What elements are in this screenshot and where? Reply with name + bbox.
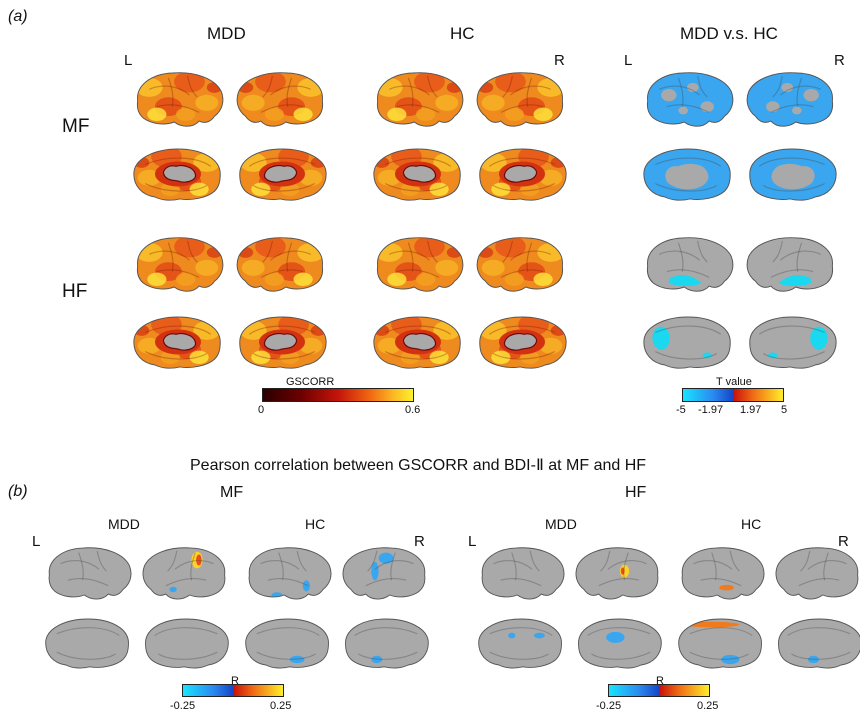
brain-a-c2-r0-left-medial bbox=[643, 148, 731, 201]
brain-b-set0-left-medial bbox=[45, 618, 129, 669]
section-header-mf: MF bbox=[220, 484, 244, 501]
brain-a-c1-r0-right-medial bbox=[479, 148, 567, 201]
tvalue-tick-neg197: -1.97 bbox=[698, 404, 724, 416]
gscorr-colorbar-max: 0.6 bbox=[405, 404, 421, 416]
hf-group-hc: HC bbox=[741, 516, 762, 532]
brain-a-c0-r0-right-medial bbox=[239, 148, 327, 201]
brain-a-c0-r1-left-medial bbox=[133, 316, 221, 369]
brain-b-set3-right-lateral bbox=[775, 547, 859, 600]
gscorr-colorbar-title: GSCORR bbox=[286, 376, 335, 388]
brain-a-c2-r1-left-lateral bbox=[646, 237, 734, 292]
brain-a-c2-r0-right-medial bbox=[749, 148, 837, 201]
panel-b-title: Pearson correlation between GSCORR and B… bbox=[190, 457, 647, 474]
mf-hemisphere-right: R bbox=[414, 533, 425, 550]
brain-a-c0-r0-left-medial bbox=[133, 148, 221, 201]
brain-b-set2-left-lateral bbox=[481, 547, 565, 600]
brain-a-c0-r1-right-medial bbox=[239, 316, 327, 369]
hf-r-colorbar-max: 0.25 bbox=[697, 700, 719, 712]
brain-a-c1-r1-left-lateral bbox=[376, 237, 464, 292]
brain-b-set0-right-medial bbox=[145, 618, 229, 669]
brain-a-c1-r1-right-medial bbox=[479, 316, 567, 369]
row-label-hf: HF bbox=[62, 281, 88, 302]
brain-a-c2-r1-right-lateral bbox=[746, 237, 834, 292]
brain-a-c1-r1-right-lateral bbox=[476, 237, 564, 292]
brain-a-c2-r1-right-medial bbox=[749, 316, 837, 369]
brain-a-c2-r1-left-medial bbox=[643, 316, 731, 369]
brain-a-c1-r0-left-medial bbox=[373, 148, 461, 201]
hf-hemisphere-left: L bbox=[468, 533, 477, 550]
tvalue-colorbar bbox=[682, 388, 784, 402]
brain-a-c1-r0-right-lateral bbox=[476, 72, 564, 127]
brain-b-set3-left-medial bbox=[678, 618, 762, 669]
brain-b-set1-right-lateral bbox=[342, 547, 426, 600]
column-header-mdd-vs-hc: MDD v.s. HC bbox=[680, 24, 778, 43]
brain-b-set3-right-medial bbox=[778, 618, 860, 669]
panel-a-label: (a) bbox=[8, 8, 28, 25]
tvalue-tick-pos197: 1.97 bbox=[740, 404, 762, 416]
hf-r-colorbar bbox=[608, 684, 710, 697]
gscorr-colorbar bbox=[262, 388, 414, 402]
brain-b-set1-left-medial bbox=[245, 618, 329, 669]
brain-a-c2-r0-left-lateral bbox=[646, 72, 734, 127]
brain-b-set1-right-medial bbox=[345, 618, 429, 669]
brain-b-set1-left-lateral bbox=[248, 547, 332, 600]
tvalue-colorbar-title: T value bbox=[716, 376, 752, 388]
brain-b-set2-right-lateral bbox=[575, 547, 659, 600]
column-header-hc: HC bbox=[450, 24, 475, 43]
brain-a-c0-r0-left-lateral bbox=[136, 72, 224, 127]
panel-b-label: (b) bbox=[8, 483, 28, 500]
column-header-mdd: MDD bbox=[207, 24, 246, 43]
brain-b-set2-left-medial bbox=[478, 618, 562, 669]
brain-a-c1-r1-left-medial bbox=[373, 316, 461, 369]
gscorr-colorbar-min: 0 bbox=[258, 404, 265, 416]
tvalue-tick-neg5: -5 bbox=[676, 404, 686, 416]
mf-hemisphere-left: L bbox=[32, 533, 41, 550]
brain-b-set0-right-lateral bbox=[142, 547, 226, 600]
section-header-hf: HF bbox=[625, 484, 647, 501]
mf-r-colorbar-max: 0.25 bbox=[270, 700, 292, 712]
brain-b-set3-left-lateral bbox=[681, 547, 765, 600]
hemisphere-right-label: R bbox=[554, 52, 565, 69]
brain-a-c2-r0-right-lateral bbox=[746, 72, 834, 127]
hemisphere-left-label-ttest: L bbox=[624, 52, 633, 69]
hf-group-mdd: MDD bbox=[545, 516, 577, 532]
mf-r-colorbar-min: -0.25 bbox=[170, 700, 196, 712]
mf-r-colorbar bbox=[182, 684, 284, 697]
hf-r-colorbar-title: R bbox=[656, 675, 664, 687]
mf-r-colorbar-title: R bbox=[231, 675, 239, 687]
brain-a-c0-r1-left-lateral bbox=[136, 237, 224, 292]
row-label-mf: MF bbox=[62, 116, 90, 137]
hf-r-colorbar-min: -0.25 bbox=[596, 700, 622, 712]
brain-a-c0-r0-right-lateral bbox=[236, 72, 324, 127]
brain-b-set0-left-lateral bbox=[48, 547, 132, 600]
hf-hemisphere-right: R bbox=[838, 533, 849, 550]
hemisphere-right-label-ttest: R bbox=[834, 52, 845, 69]
mf-group-mdd: MDD bbox=[108, 516, 140, 532]
hemisphere-left-label: L bbox=[124, 52, 133, 69]
brain-a-c1-r0-left-lateral bbox=[376, 72, 464, 127]
mf-group-hc: HC bbox=[305, 516, 326, 532]
tvalue-tick-pos5: 5 bbox=[781, 404, 788, 416]
brain-a-c0-r1-right-lateral bbox=[236, 237, 324, 292]
brain-b-set2-right-medial bbox=[578, 618, 662, 669]
